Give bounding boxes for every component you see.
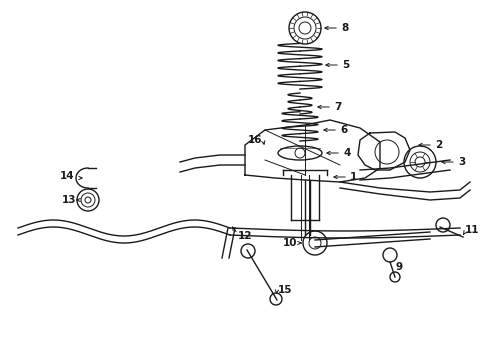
Text: 5: 5 [342, 60, 349, 70]
Text: 3: 3 [458, 157, 465, 167]
Text: 13: 13 [62, 195, 76, 205]
Text: 10: 10 [283, 238, 297, 248]
Text: 15: 15 [278, 285, 293, 295]
Text: 12: 12 [238, 231, 252, 241]
Text: 11: 11 [465, 225, 480, 235]
Text: 14: 14 [60, 171, 74, 181]
Text: 16: 16 [248, 135, 262, 145]
Text: 8: 8 [341, 23, 348, 33]
Text: 6: 6 [340, 125, 347, 135]
Text: 9: 9 [395, 262, 402, 272]
Text: 7: 7 [334, 102, 342, 112]
Text: 2: 2 [435, 140, 442, 150]
Text: 4: 4 [343, 148, 350, 158]
Text: 1: 1 [350, 172, 357, 182]
